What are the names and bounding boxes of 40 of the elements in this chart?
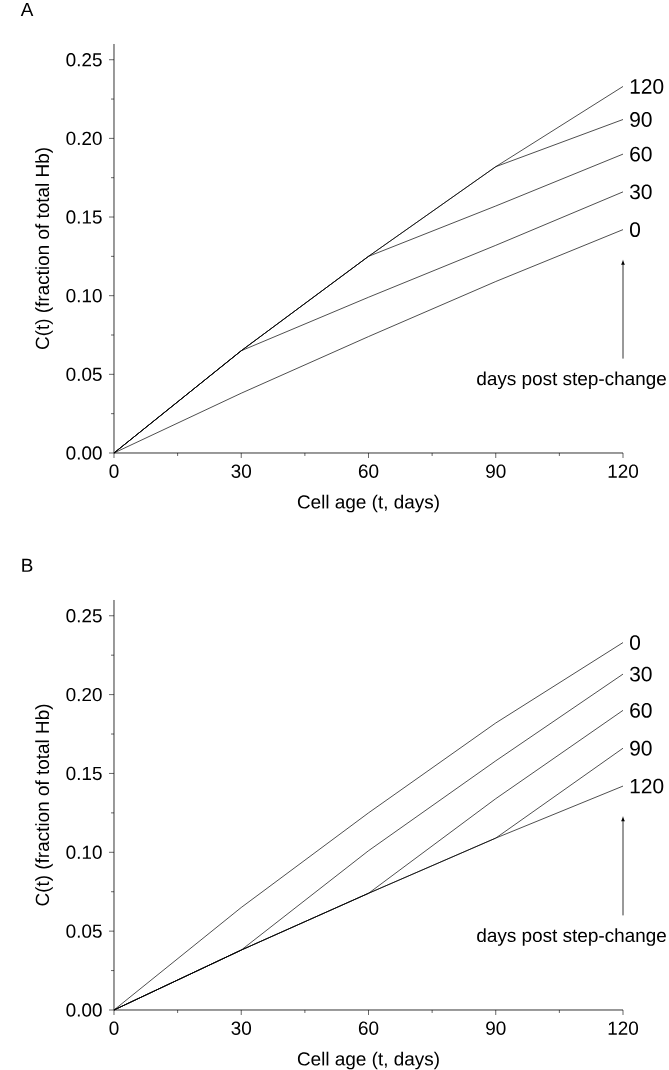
series-label: 120 xyxy=(630,778,664,794)
series-label: 30 xyxy=(630,666,652,682)
series-label: 90 xyxy=(630,112,652,127)
x-tick-label: 90 xyxy=(486,464,506,478)
y-axis-title: C(t) (fraction of total Hb) xyxy=(35,148,53,350)
y-tick-label: 0.05 xyxy=(66,924,102,938)
series-label: 60 xyxy=(630,702,652,718)
x-tick-label: 60 xyxy=(358,464,379,478)
series-label: 0 xyxy=(630,222,641,238)
x-tick-label: 30 xyxy=(231,464,252,478)
annotation: days post step-change xyxy=(477,928,666,946)
series-label: 0 xyxy=(630,635,641,650)
y-tick-label: 0.10 xyxy=(66,288,102,303)
x-tick-label: 0 xyxy=(109,464,119,478)
y-tick-label: 0.00 xyxy=(66,446,102,460)
annotation: days post step-change xyxy=(477,371,666,390)
y-tick-label: 0.10 xyxy=(66,845,102,859)
x-axis-title: Cell age (t, days) xyxy=(297,1051,439,1070)
x-tick-label: 120 xyxy=(608,464,639,478)
x-tick-label: 120 xyxy=(608,1021,639,1035)
y-axis-title: C(t) (fraction of total Hb) xyxy=(35,704,53,906)
y-tick-label: 0.00 xyxy=(66,1003,102,1017)
x-axis-title: Cell age (t, days) xyxy=(297,494,439,513)
x-tick-label: 60 xyxy=(358,1021,379,1035)
series-label: 90 xyxy=(630,740,652,756)
chart-title: B xyxy=(22,558,33,572)
x-tick-label: 30 xyxy=(231,1021,252,1035)
x-tick-label: 90 xyxy=(486,1021,506,1035)
y-tick-label: 0.25 xyxy=(66,609,102,623)
y-tick-label: 0.20 xyxy=(66,687,102,702)
y-tick-label: 0.15 xyxy=(66,766,102,781)
series-label: 60 xyxy=(630,146,652,162)
y-tick-label: 0.15 xyxy=(66,210,102,224)
x-tick-label: 0 xyxy=(109,1021,119,1035)
y-tick-label: 0.25 xyxy=(66,53,102,67)
y-tick-label: 0.20 xyxy=(66,131,102,146)
series-label: 120 xyxy=(630,79,664,94)
chart-title: A xyxy=(20,2,34,16)
y-tick-label: 0.05 xyxy=(66,367,102,382)
series-label: 30 xyxy=(630,184,652,200)
